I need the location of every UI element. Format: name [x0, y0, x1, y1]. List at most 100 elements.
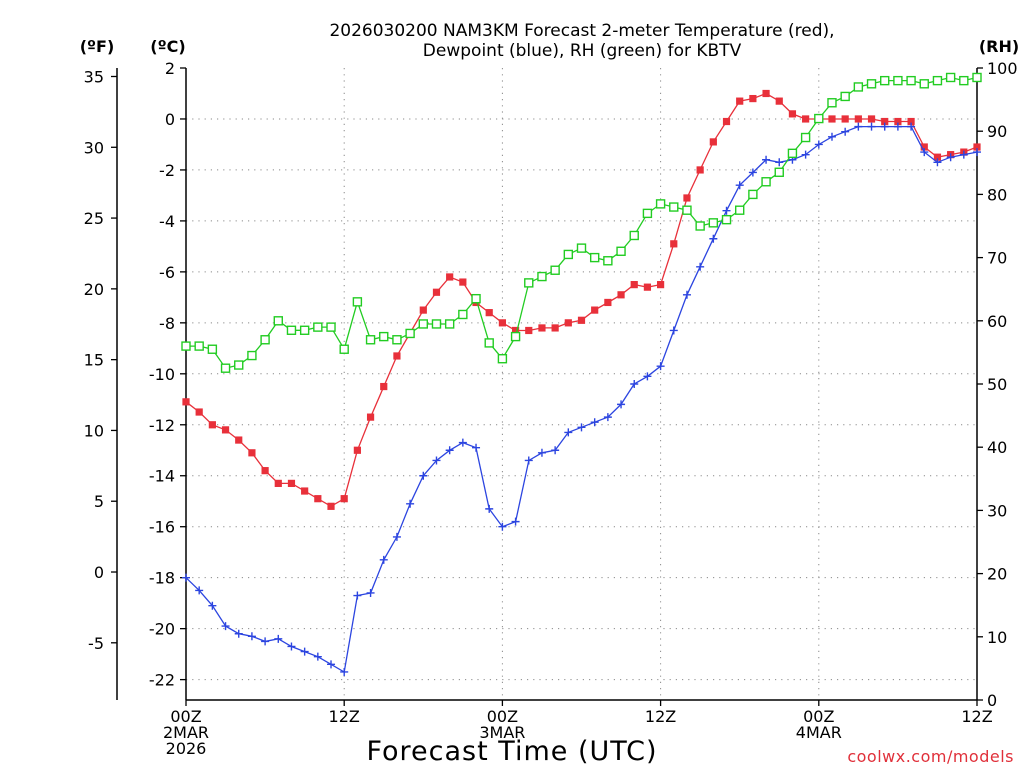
dewpoint-point: [603, 413, 612, 422]
rh-point: [853, 82, 864, 92]
x-axis-label: Forecast Time (UTC): [366, 736, 657, 767]
2-meter-temperature-point: [683, 194, 691, 202]
rh-point: [550, 265, 560, 275]
2-meter-temperature-point: [749, 94, 757, 103]
2-meter-temperature-point: [920, 143, 928, 151]
rh-point: [299, 325, 310, 335]
2-meter-temperature-point: [498, 319, 506, 327]
2-meter-temperature-point: [511, 326, 520, 335]
2-meter-temperature-point: [327, 502, 335, 510]
celsius-axis-unit: (ºC): [150, 37, 185, 56]
2-meter-temperature-point: [657, 281, 665, 289]
fahrenheit-tick-label: 20: [84, 280, 104, 299]
dewpoint-point: [208, 601, 217, 610]
2-meter-temperature-point: [287, 479, 296, 487]
celsius-tick-label: -22: [149, 671, 175, 690]
rh-point: [379, 331, 389, 342]
dewpoint-point: [524, 456, 533, 465]
dewpoint-point: [959, 150, 968, 159]
dewpoint-point: [445, 446, 454, 455]
2-meter-temperature-point: [577, 316, 586, 324]
dewpoint-point: [182, 573, 190, 582]
2-meter-temperature-point: [485, 309, 493, 317]
2-meter-temperature-point: [643, 283, 652, 291]
dewpoint-point: [234, 629, 243, 638]
axes: 35302520151050-520-2-4-6-8-10-12-14-16-1…: [84, 59, 1018, 758]
dewpoint-point: [682, 290, 691, 299]
dewpoint-point: [854, 122, 863, 131]
2-meter-temperature-point: [788, 110, 797, 118]
rh-point: [431, 319, 442, 329]
dewpoint-point: [353, 591, 362, 600]
rh-point: [827, 98, 837, 108]
dewpoint-point: [946, 153, 955, 162]
rh-tick-label: 0: [987, 691, 997, 710]
rh-point: [893, 75, 903, 86]
dewpoint-point: [195, 586, 204, 595]
rh-point: [392, 335, 402, 345]
dewpoint-point: [577, 423, 586, 432]
2-meter-temperature-point: [828, 115, 836, 123]
dewpoint-point: [511, 517, 520, 526]
rh-point: [708, 218, 719, 228]
chart-title: 2026030200 NAM3KM Forecast 2-meter Tempe…: [329, 21, 834, 61]
rh-point: [286, 325, 297, 335]
fahrenheit-tick-label: 35: [84, 67, 104, 86]
2-meter-temperature-point: [525, 326, 533, 335]
dewpoint-point: [933, 158, 942, 167]
rh-point: [669, 202, 679, 212]
celsius-tick-label: -2: [159, 161, 175, 180]
2-meter-temperature-line: [185, 92, 978, 508]
rh-point: [840, 91, 850, 102]
2-meter-temperature-point: [854, 115, 862, 123]
rh-tick-label: 30: [987, 501, 1007, 520]
rh-point: [181, 341, 191, 351]
dewpoint-point: [617, 400, 626, 409]
rh-point: [471, 293, 481, 304]
dewpoint-point: [590, 418, 599, 427]
fahrenheit-tick-label: 25: [84, 209, 104, 228]
celsius-tick-label: -10: [149, 365, 175, 384]
rh-point: [458, 309, 468, 320]
2-meter-temperature-point: [432, 288, 441, 296]
fahrenheit-tick-label: 0: [94, 563, 104, 582]
rh-point: [800, 132, 811, 143]
dewpoint-point: [722, 206, 731, 215]
dewpoint-point: [696, 262, 705, 271]
x-tick-label: 12Z: [645, 707, 676, 726]
2-meter-temperature-point: [380, 382, 388, 391]
rh-point: [721, 214, 732, 225]
dewpoint-point: [313, 652, 322, 661]
2-meter-temperature-point: [419, 306, 427, 314]
rh-point: [932, 75, 943, 86]
celsius-tick-label: -4: [159, 212, 175, 231]
fahrenheit-axis-unit: (ºF): [80, 37, 115, 56]
dewpoint-point: [485, 504, 494, 513]
rh-point: [748, 189, 758, 200]
dewpoint-point: [814, 140, 823, 149]
dewpoint-point: [340, 667, 349, 676]
rh-point: [484, 338, 494, 348]
dewpoint-point: [274, 634, 283, 643]
2-meter-temperature-point: [274, 479, 282, 487]
2-meter-temperature-point: [182, 398, 190, 406]
2-meter-temperature-point: [696, 166, 704, 174]
fahrenheit-tick-label: -5: [88, 634, 104, 653]
celsius-tick-label: -12: [149, 416, 175, 435]
chart-title-line-2: Dewpoint (blue), RH (green) for KBTV: [423, 41, 742, 61]
rh-point: [589, 252, 600, 263]
2-meter-temperature-point: [973, 143, 981, 151]
dewpoint-point: [458, 438, 467, 447]
2-meter-temperature-point: [208, 421, 216, 429]
dewpoint-point: [300, 647, 309, 656]
x-tick-label: 00Z: [487, 707, 518, 726]
rh-point: [695, 221, 705, 231]
rh-point: [880, 75, 890, 86]
rh-point: [945, 72, 956, 83]
2-meter-temperature-point: [564, 319, 572, 327]
rh-tick-label: 40: [987, 438, 1007, 457]
2-meter-temperature-point: [538, 324, 546, 332]
fahrenheit-tick-label: 30: [84, 138, 104, 157]
x-tick-label: 3MAR: [479, 723, 525, 742]
rh-tick-label: 20: [987, 565, 1007, 584]
